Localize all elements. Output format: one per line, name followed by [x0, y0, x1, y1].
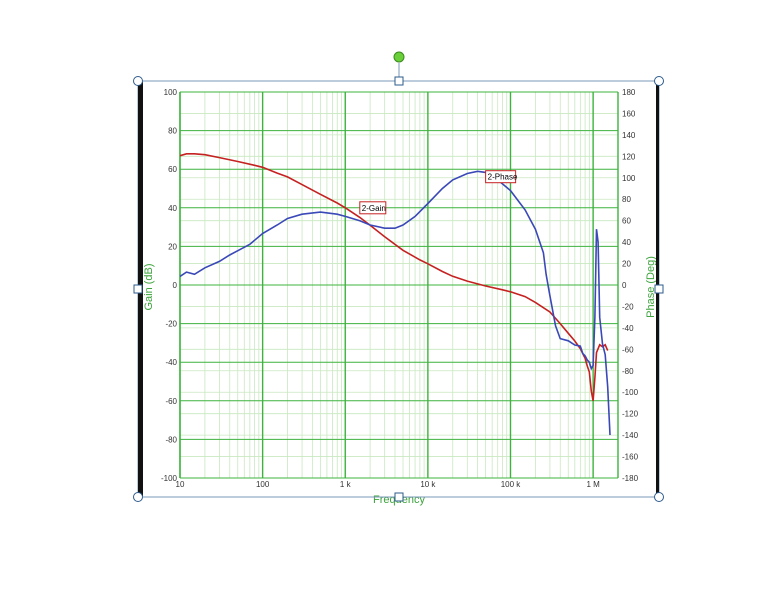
tick-label-y-right: -60 — [622, 345, 634, 354]
tick-label-y-left: -40 — [165, 358, 177, 367]
tick-label-y-right: 140 — [622, 131, 636, 140]
tick-label-y-left: -80 — [165, 435, 177, 444]
annotation-phase-label: 2-Phase — [488, 173, 518, 182]
tick-label-y-left: 60 — [168, 165, 177, 174]
tick-label-y-right: -100 — [622, 388, 639, 397]
annotation-phase: 2-Phase — [485, 170, 518, 184]
tick-label-y-right: 60 — [622, 217, 631, 226]
annotation-gain: 2-Gain — [359, 201, 387, 215]
tick-label-x: 10 k — [420, 480, 436, 489]
resize-handle-top-right[interactable] — [654, 76, 664, 86]
tick-label-y-right: 100 — [622, 174, 636, 183]
tick-label-y-right: -120 — [622, 410, 639, 419]
tick-label-x: 100 — [256, 480, 270, 489]
resize-handle-right[interactable] — [654, 284, 664, 294]
tick-label-y-right: 80 — [622, 195, 631, 204]
y-axis-label-right: Phase (Deg) — [645, 256, 657, 318]
tick-label-y-right: -20 — [622, 302, 634, 311]
resize-handle-bottom[interactable] — [394, 492, 404, 502]
resize-handle-left[interactable] — [133, 284, 143, 294]
tick-label-y-right: -180 — [622, 474, 639, 483]
tick-label-y-left: -60 — [165, 397, 177, 406]
tick-label-x: 100 k — [501, 480, 522, 489]
resize-handle-bottom-left[interactable] — [133, 492, 143, 502]
tick-label-y-right: 180 — [622, 88, 636, 97]
left-axis-ticks: 100 80 60 40 20 0 -20 -40 -60 -80 -100 — [161, 88, 178, 483]
selection-frame — [137, 80, 660, 498]
resize-handle-bottom-right[interactable] — [654, 492, 664, 502]
major-grid — [179, 91, 619, 479]
annotation-gain-label: 2-Gain — [362, 204, 386, 213]
tick-label-y-right: 20 — [622, 260, 631, 269]
tick-label-y-right: 160 — [622, 109, 636, 118]
tick-label-y-left: 40 — [168, 204, 177, 213]
tick-label-y-right: -160 — [622, 453, 639, 462]
tick-label-y-right: 0 — [622, 281, 627, 290]
tick-label-y-left: 100 — [164, 88, 178, 97]
x-axis-ticks: 10 100 1 k 10 k 100 k 1 M — [176, 480, 601, 489]
series-line-gain — [179, 153, 609, 401]
tick-label-y-left: 80 — [168, 127, 177, 136]
tick-label-y-left: 20 — [168, 242, 177, 251]
tick-label-x: 10 — [176, 480, 185, 489]
tick-label-y-left: 0 — [173, 281, 178, 290]
tick-label-x: 1 k — [340, 480, 352, 489]
tick-label-y-right: -40 — [622, 324, 634, 333]
tick-label-y-right: 40 — [622, 238, 631, 247]
tick-label-y-right: -80 — [622, 367, 634, 376]
tick-label-y-left: -100 — [161, 474, 178, 483]
y-axis-label-left: Gain (dB) — [143, 263, 155, 310]
tick-label-y-left: -20 — [165, 320, 177, 329]
right-axis-ticks: 180 160 140 120 100 80 60 40 20 0 -20 -40 -60 -80 -100… — [622, 88, 639, 483]
tick-label-y-right: 120 — [622, 152, 636, 161]
resize-handle-top[interactable] — [394, 76, 404, 86]
resize-handle-top-left[interactable] — [133, 76, 143, 86]
tick-label-y-right: -140 — [622, 431, 639, 440]
tick-label-x: 1 M — [586, 480, 600, 489]
rotate-handle[interactable] — [393, 51, 405, 63]
